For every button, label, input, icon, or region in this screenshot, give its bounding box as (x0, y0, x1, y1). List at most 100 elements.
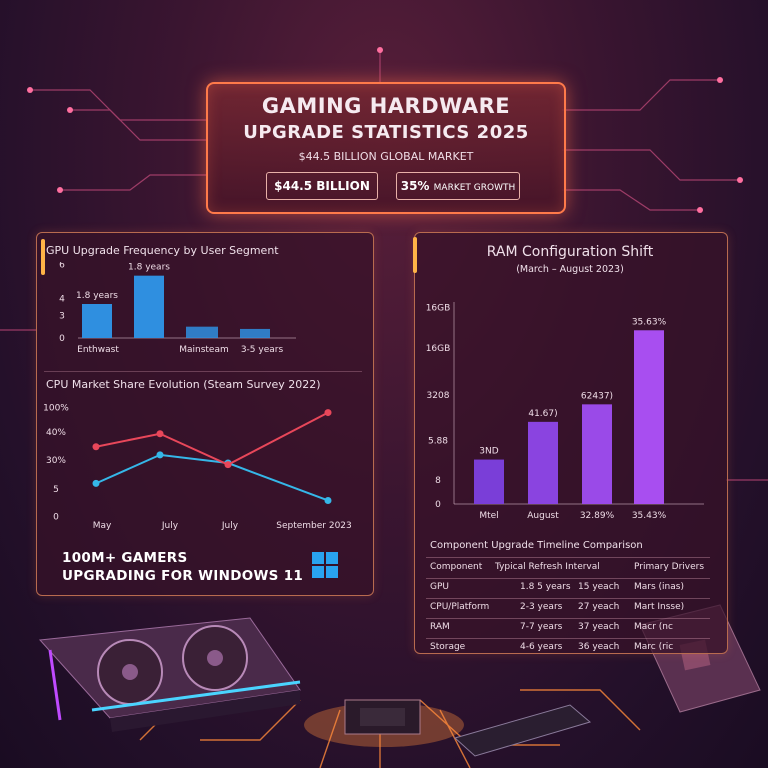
y-tick-label: 100% (43, 404, 69, 414)
y-tick-label: 0 (435, 500, 441, 510)
table-cell: 7-7 years (520, 622, 563, 632)
stat-market-growth: 35% MARKET GROWTH (396, 172, 520, 200)
y-tick-label: 6 (59, 262, 65, 270)
y-tick-label: 30% (46, 456, 66, 466)
cpu-series-point (324, 496, 332, 504)
table-header-interval: Typical Refresh Interval (495, 562, 600, 572)
y-tick-label: 5.88 (428, 437, 448, 447)
title-panel: GAMING HARDWARE UPGRADE STATISTICS 2025 … (206, 82, 566, 214)
table-cell: 15 yeach (578, 582, 620, 592)
gpu-chart-title: GPU Upgrade Frequency by User Segment (46, 244, 279, 257)
ram-data-label: 62437) (581, 391, 613, 401)
ram-category-label: August (527, 511, 559, 521)
cpu-series-line (95, 411, 329, 466)
table-cell: Mart Insse) (634, 602, 685, 612)
gpu-data-label: 1.8 years (128, 263, 170, 273)
cpu-series-point (156, 451, 164, 459)
gpu-category-label: Enthwast (77, 345, 119, 355)
ram-data-label: 41.67) (528, 409, 557, 419)
stat-market-size: $44.5 BILLION (266, 172, 378, 200)
ram-data-label: 35.63% (632, 317, 667, 327)
table-rule (426, 618, 710, 619)
cpu-chart-title: CPU Market Share Evolution (Steam Survey… (46, 378, 321, 391)
cpu-category-label: July (161, 521, 179, 531)
table-cell: Mars (inas) (634, 582, 684, 592)
stat-growth-label: MARKET GROWTH (433, 183, 516, 193)
ram-chart-title: RAM Configuration Shift (486, 244, 654, 260)
y-tick-label: 0 (53, 513, 59, 523)
table-cell: 37 yeach (578, 622, 620, 632)
windows-logo-icon (312, 552, 338, 578)
cpu-category-label: September 2023 (276, 521, 352, 531)
ram-chart-subtitle: (March – August 2023) (516, 264, 624, 275)
cpu-category-label: July (221, 521, 239, 531)
left-panel (36, 232, 374, 596)
gpu-bar (82, 304, 112, 338)
table-rule (426, 578, 710, 579)
cpu-series-line (95, 453, 329, 502)
y-tick-label: 5 (53, 485, 59, 495)
table-cell: CPU/Platform (430, 602, 490, 612)
ram-category-label: 35.43% (632, 511, 667, 521)
title-line-2: UPGRADE STATISTICS 2025 (243, 122, 529, 143)
table-cell: 2-3 years (520, 602, 563, 612)
ram-data-label: 3ND (479, 447, 498, 457)
table-cell: Marc (ric (634, 642, 674, 652)
table-cell: 36 yeach (578, 642, 620, 652)
cpu-category-label: May (93, 521, 112, 531)
y-tick-label: 40% (46, 428, 66, 438)
gpu-bar (186, 326, 218, 338)
gpu-bar (240, 328, 270, 338)
cpu-series-point (92, 479, 100, 487)
gpu-category-label: 3-5 years (241, 345, 284, 355)
table-cell: 4-6 years (520, 642, 563, 652)
y-tick-label: 16GB (426, 303, 451, 313)
promo-line-1: 100M+ GAMERS (62, 550, 188, 566)
promo-line-2: UPGRADING FOR WINDOWS 11 (62, 568, 304, 584)
table-cell: 1.8 5 years (520, 582, 571, 592)
table-cell: Macr (nc (634, 622, 673, 632)
subtitle: $44.5 BILLION GLOBAL MARKET (298, 150, 474, 163)
ram-category-label: 32.89% (580, 511, 615, 521)
table-cell: GPU (430, 582, 449, 592)
ram-bar (528, 421, 558, 504)
table-title: Component Upgrade Timeline Comparison (430, 540, 643, 551)
ram-stick-illustration (453, 704, 592, 757)
gpu-data-label: 1.8 years (76, 291, 118, 301)
y-tick-label: 4 (59, 294, 65, 304)
ram-bar (474, 459, 504, 504)
cpu-series-point (92, 443, 100, 451)
y-tick-label: 8 (435, 476, 441, 486)
divider (44, 371, 362, 372)
gpu-category-label: Mainsteam (179, 345, 229, 355)
cpu-chip-illustration (344, 699, 421, 735)
cpu-series-point (324, 409, 332, 417)
table-cell: 27 yeach (578, 602, 620, 612)
ram-bar (582, 404, 612, 504)
y-tick-label: 0 (59, 334, 65, 344)
gpu-bar-chart: 0 3 4 6 1.8 years Enthwast 1.8 years Mainsteam 3… (59, 262, 296, 355)
cpu-line-chart: 0 5 30% 40% 100% May July July September 2023 (43, 404, 352, 531)
y-tick-label: 16GB (426, 344, 451, 354)
panel-accent (41, 239, 45, 275)
right-panel (413, 232, 728, 654)
ram-category-label: Mtel (479, 511, 498, 521)
panel-accent (413, 237, 417, 273)
table-rule (426, 598, 710, 599)
cpu-series-point (224, 461, 232, 469)
title-line-1: GAMING HARDWARE (261, 94, 511, 118)
ram-bar (634, 330, 664, 504)
table-header-drivers: Primary Drivers (634, 562, 705, 572)
table-rule (426, 557, 710, 558)
table-header-component: Component (430, 562, 483, 572)
cpu-series-point (156, 430, 164, 438)
y-tick-label: 3 (59, 311, 65, 321)
y-tick-label: 3208 (427, 391, 450, 401)
ram-bar-chart: 0 8 5.88 3208 16GB 16GB 3ND Mtel 41.67) August 624… (426, 302, 704, 521)
table-cell: Storage (430, 642, 466, 652)
stat-growth-value: 35% (400, 179, 430, 193)
gpu-illustration (38, 617, 301, 732)
gpu-bar (134, 275, 164, 338)
table-rule (426, 638, 710, 639)
